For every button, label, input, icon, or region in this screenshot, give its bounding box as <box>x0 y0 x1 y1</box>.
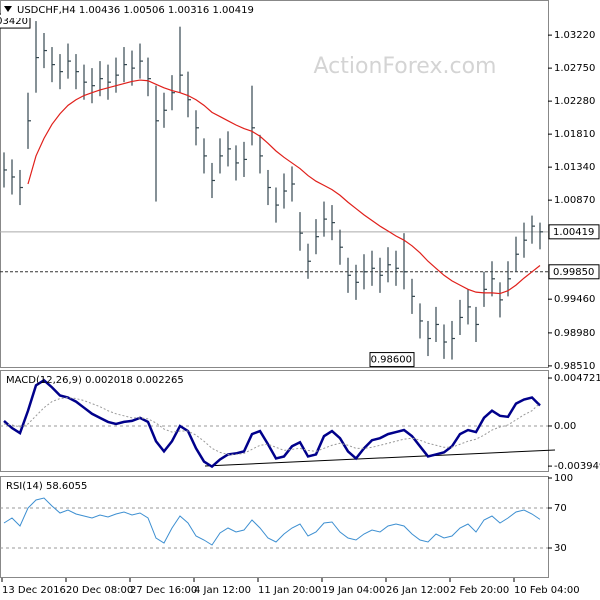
y-tick-label: 0.99460 <box>554 294 595 305</box>
macd-trendline <box>204 449 556 467</box>
y-tick-label: 1.02750 <box>554 63 595 74</box>
y-tick-label: 1.03220 <box>554 30 595 41</box>
title-background <box>1 1 257 18</box>
watermark: ActionForex.com <box>314 54 497 79</box>
x-tick-label: 10 Feb 04:00 <box>514 585 580 596</box>
price-label-box <box>548 264 600 280</box>
y-tick-label: 0.00 <box>554 421 576 432</box>
panel-title: MACD(12,26,9) 0.002018 0.002265 <box>6 375 184 386</box>
x-tick-label: 11 Jan 20:00 <box>258 585 321 596</box>
y-tick-label: 0.004721 <box>554 373 600 384</box>
y-tick-label: 1.01340 <box>554 162 595 173</box>
price-label-box <box>548 224 600 240</box>
x-tick-label: 26 Jan 12:00 <box>386 585 449 596</box>
y-tick-label: 0.98510 <box>554 361 595 372</box>
y-tick-label: 0.98980 <box>554 328 595 339</box>
y-tick-label: 1.00870 <box>554 195 595 206</box>
panel-title: USDCHF,H4 1.00436 1.00506 1.00316 1.0041… <box>17 5 254 16</box>
x-tick-label: 2 Feb 20:00 <box>450 585 509 596</box>
x-tick-label: 20 Dec 08:00 <box>66 585 133 596</box>
moving-average <box>27 79 541 295</box>
menu-icon <box>4 6 12 12</box>
bars <box>3 21 543 360</box>
price-label: 0.99850 <box>553 267 594 278</box>
panel-frames <box>0 0 549 578</box>
indicator-line <box>3 378 541 469</box>
price-label: 1.00419 <box>553 227 594 238</box>
x-tick-label: 4 Jan 12:00 <box>194 585 251 596</box>
indicator-line <box>3 497 541 546</box>
macd-panel <box>0 370 549 472</box>
y-tick-label: 30 <box>554 543 567 554</box>
annotation: 0.98600 <box>371 355 412 366</box>
x-tick-label: 13 Dec 2016 <box>2 585 66 596</box>
panel-title: RSI(14) 58.6055 <box>6 481 87 492</box>
y-tick-label: 1.01810 <box>554 129 595 140</box>
indicator-line <box>3 397 541 455</box>
x-tick-label: 19 Jan 04:00 <box>322 585 385 596</box>
price-panel <box>0 0 549 368</box>
y-tick-label: 1.02280 <box>554 96 595 107</box>
y-tick-label: 70 <box>554 503 567 514</box>
y-tick-label: 100 <box>554 473 573 484</box>
y-tick-label: -0.003949 <box>554 461 600 472</box>
rsi-panel <box>0 476 549 578</box>
x-tick-label: 27 Dec 16:00 <box>130 585 197 596</box>
annotation-box <box>369 352 415 368</box>
